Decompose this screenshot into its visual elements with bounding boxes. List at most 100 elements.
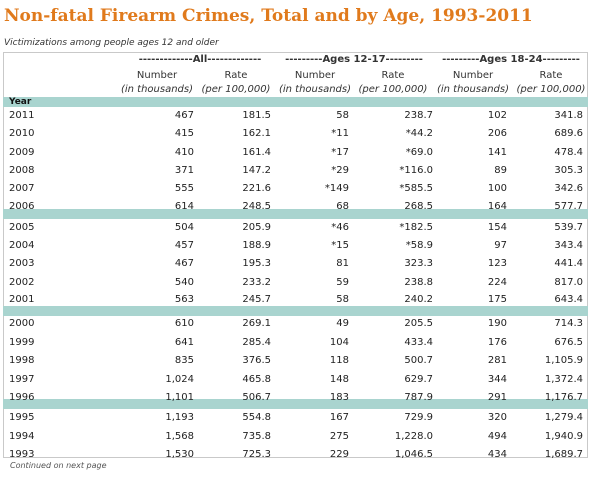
value-cell: *182.5 xyxy=(399,222,433,233)
value-cell: 58 xyxy=(336,294,349,305)
column-header-18-24-number: Number (in thousands) xyxy=(432,69,514,97)
page-title: Non-fatal Firearm Crimes, Total and by A… xyxy=(4,6,533,26)
value-cell: 1,101 xyxy=(165,392,194,403)
table-frame xyxy=(3,107,588,458)
value-cell: 504 xyxy=(174,222,194,233)
value-cell: 164 xyxy=(487,201,507,212)
value-cell: *17 xyxy=(331,147,349,158)
value-cell: 320 xyxy=(487,412,507,423)
value-cell: 195.3 xyxy=(242,258,271,269)
value-cell: 494 xyxy=(487,431,507,442)
value-cell: 342.6 xyxy=(554,183,583,194)
value-cell: *585.5 xyxy=(399,183,433,194)
column-header-12-17-number: Number (in thousands) xyxy=(273,69,357,97)
table-row: 1994 1,568 735.8 275 1,228.0 494 1,940.9 xyxy=(0,429,594,447)
year-cell: 2000 xyxy=(9,318,35,329)
value-cell: 1,176.7 xyxy=(544,392,583,403)
group-header-all: -------------All------------- xyxy=(138,54,262,65)
value-cell: 248.5 xyxy=(242,201,271,212)
year-cell: 1994 xyxy=(9,431,35,442)
value-cell: 81 xyxy=(336,258,349,269)
value-cell: 371 xyxy=(174,165,194,176)
table-row: 2002 540 233.2 59 238.8 224 817.0 xyxy=(0,275,594,293)
value-cell: 555 xyxy=(174,183,194,194)
table-row: 1997 1,024 465.8 148 629.7 344 1,372.4 xyxy=(0,372,594,390)
value-cell: 238.7 xyxy=(404,110,433,121)
table-row: 2006 614 248.5 68 268.5 164 577.7 xyxy=(0,199,594,217)
value-cell: 1,689.7 xyxy=(544,449,583,460)
value-cell: 188.9 xyxy=(242,240,271,251)
column-header-line: Number xyxy=(294,70,336,81)
column-header-line: Number xyxy=(452,70,494,81)
value-cell: 729.9 xyxy=(404,412,433,423)
value-cell: 1,193 xyxy=(165,412,194,423)
value-cell: 58 xyxy=(336,110,349,121)
value-cell: 281 xyxy=(487,355,507,366)
column-header-line: (per 100,000) xyxy=(201,84,271,95)
value-cell: 467 xyxy=(174,258,194,269)
value-cell: *11 xyxy=(331,128,349,139)
table-row: 2005 504 205.9 *46 *182.5 154 539.7 xyxy=(0,220,594,238)
column-header-line: (per 100,000) xyxy=(516,84,586,95)
table-row: 2008 371 147.2 *29 *116.0 89 305.3 xyxy=(0,163,594,181)
value-cell: 433.4 xyxy=(404,337,433,348)
value-cell: 323.3 xyxy=(404,258,433,269)
value-cell: 610 xyxy=(174,318,194,329)
year-cell: 2010 xyxy=(9,128,35,139)
value-cell: 104 xyxy=(329,337,349,348)
year-cell: 1996 xyxy=(9,392,35,403)
table-row: 2000 610 269.1 49 205.5 190 714.3 xyxy=(0,316,594,334)
value-cell: 1,568 xyxy=(165,431,194,442)
value-cell: 344 xyxy=(487,374,507,385)
value-cell: 1,279.4 xyxy=(544,412,583,423)
value-cell: 183 xyxy=(329,392,349,403)
year-cell: 2011 xyxy=(9,110,35,121)
footnote: Continued on next page xyxy=(10,461,107,470)
value-cell: 206 xyxy=(487,128,507,139)
column-header-line: (per 100,000) xyxy=(358,84,428,95)
table-row: 1995 1,193 554.8 167 729.9 320 1,279.4 xyxy=(0,410,594,428)
value-cell: 123 xyxy=(487,258,507,269)
value-cell: *149 xyxy=(324,183,349,194)
value-cell: 441.4 xyxy=(554,258,583,269)
value-cell: 238.8 xyxy=(404,277,433,288)
column-header-12-17-rate: Rate (per 100,000) xyxy=(352,69,434,97)
year-cell: 1995 xyxy=(9,412,35,423)
value-cell: 1,372.4 xyxy=(544,374,583,385)
value-cell: 1,046.5 xyxy=(394,449,433,460)
value-cell: 817.0 xyxy=(554,277,583,288)
value-cell: 291 xyxy=(487,392,507,403)
table-row: 2011 467 181.5 58 238.7 102 341.8 xyxy=(0,108,594,126)
group-header-ages-18-24: ---------Ages 18-24--------- xyxy=(442,54,580,65)
table-row: 2003 467 195.3 81 323.3 123 441.4 xyxy=(0,256,594,274)
value-cell: 268.5 xyxy=(404,201,433,212)
value-cell: 102 xyxy=(487,110,507,121)
value-cell: 148 xyxy=(329,374,349,385)
value-cell: 1,530 xyxy=(165,449,194,460)
column-header-18-24-rate: Rate (per 100,000) xyxy=(510,69,592,97)
table-row: 1993 1,530 725.3 229 1,046.5 434 1,689.7 xyxy=(0,447,594,465)
value-cell: 229 xyxy=(329,449,349,460)
table-row: 2004 457 188.9 *15 *58.9 97 343.4 xyxy=(0,238,594,256)
value-cell: 539.7 xyxy=(554,222,583,233)
column-header-line: Rate xyxy=(224,70,248,81)
value-cell: 1,024 xyxy=(165,374,194,385)
value-cell: 221.6 xyxy=(242,183,271,194)
value-cell: 147.2 xyxy=(242,165,271,176)
column-header-line: Number xyxy=(136,70,178,81)
year-cell: 2009 xyxy=(9,147,35,158)
value-cell: *44.2 xyxy=(405,128,433,139)
value-cell: 376.5 xyxy=(242,355,271,366)
year-cell: 1999 xyxy=(9,337,35,348)
value-cell: 629.7 xyxy=(404,374,433,385)
value-cell: 410 xyxy=(174,147,194,158)
column-header-line: Rate xyxy=(381,70,405,81)
table-row: 2007 555 221.6 *149 *585.5 100 342.6 xyxy=(0,181,594,199)
value-cell: *29 xyxy=(331,165,349,176)
value-cell: 500.7 xyxy=(404,355,433,366)
value-cell: 167 xyxy=(329,412,349,423)
value-cell: 540 xyxy=(174,277,194,288)
value-cell: 245.7 xyxy=(242,294,271,305)
value-cell: 465.8 xyxy=(242,374,271,385)
row-group-separator xyxy=(3,306,588,316)
